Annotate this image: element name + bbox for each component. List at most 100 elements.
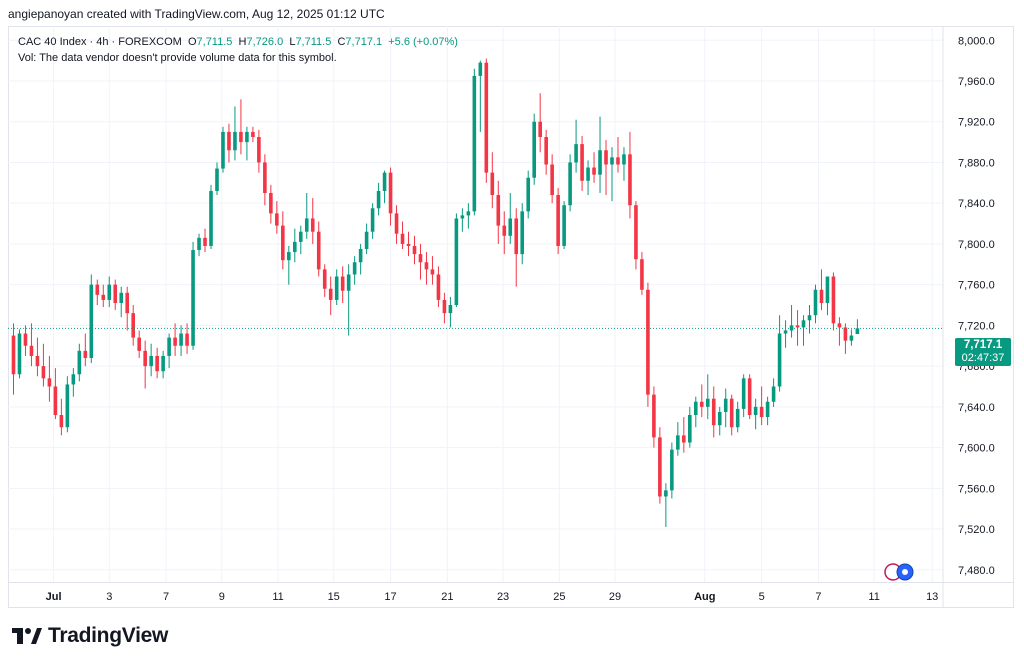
candle-body (47, 378, 52, 387)
brand-logo[interactable]: TradingView (12, 624, 168, 648)
candle-body (586, 167, 590, 181)
high-value: 7,726.0 (246, 36, 284, 48)
x-tick-label: 5 (759, 591, 765, 603)
candle-body (209, 190, 213, 246)
candle-body (239, 131, 243, 143)
grid-lines (8, 26, 943, 582)
candle-body (352, 262, 357, 275)
candle-body (131, 313, 135, 338)
candle-body (155, 355, 159, 372)
candle-body (292, 241, 297, 253)
candle-body (215, 168, 219, 191)
y-tick-label: 7,880.0 (958, 157, 995, 169)
candle-body (849, 335, 854, 341)
candle-body (813, 289, 818, 316)
candle-body (167, 337, 171, 356)
candle-body (592, 167, 596, 175)
candle-body (406, 243, 411, 246)
candle-body (304, 218, 309, 232)
candle-body (173, 337, 177, 346)
candle-body (682, 435, 686, 443)
y-tick-label: 7,920.0 (958, 117, 995, 129)
candle-body (83, 350, 88, 358)
x-tick-label: 25 (553, 591, 565, 603)
chart-legend: CAC 40 Index · 4h · FOREXCOM O7,711.5 H7… (18, 34, 458, 66)
candle-body (143, 350, 147, 367)
candle-body (831, 276, 836, 324)
candle-body (275, 213, 279, 226)
candle-body (227, 131, 231, 151)
candle-body (544, 136, 548, 165)
symbol-label[interactable]: CAC 40 Index · 4h · FOREXCOM (18, 36, 182, 48)
candle-body (640, 259, 644, 290)
candle-body (837, 323, 842, 328)
candle-body (364, 231, 369, 250)
candle-body (113, 284, 118, 303)
candle-body (664, 490, 668, 497)
candle-body (777, 333, 782, 387)
candle-body (538, 121, 542, 137)
candle-body (107, 284, 112, 300)
candle-body (233, 131, 237, 151)
y-tick-label: 7,720.0 (958, 320, 995, 332)
candle-body (454, 218, 459, 306)
candle-body (119, 292, 124, 303)
candle-body (334, 276, 339, 300)
candle-body (783, 330, 788, 334)
y-tick-label: 8,000.0 (958, 35, 995, 47)
candle-body (676, 435, 680, 450)
y-tick-label: 7,840.0 (958, 198, 995, 210)
candle-body (670, 449, 674, 491)
candle-body (807, 315, 812, 321)
last-price-value: 7,717.1 (963, 339, 1003, 351)
candle-body (424, 262, 429, 270)
candle-body (568, 162, 572, 206)
candle-body (574, 144, 578, 163)
candle-body (191, 250, 195, 346)
chart-frame (8, 26, 1014, 608)
candle-body (41, 366, 46, 379)
candle-body (801, 320, 806, 328)
candle-body (269, 193, 273, 214)
candle-body (520, 211, 525, 255)
price-axis[interactable]: 8,000.0 7,960.0 7,920.0 7,880.0 7,840.0 7,800… (942, 26, 995, 608)
candle-body (65, 384, 70, 428)
candle-body (125, 292, 130, 314)
candle-body (35, 355, 40, 367)
open-key: O (187, 36, 197, 48)
candle-body (825, 276, 830, 303)
candle-body (23, 333, 28, 346)
candle-body (604, 150, 608, 165)
candle-body (101, 294, 106, 300)
candle-body (484, 62, 489, 173)
candle-body (652, 394, 656, 438)
candle-body (376, 190, 381, 209)
candle-body (753, 406, 758, 415)
candle-body (203, 237, 207, 246)
x-tick-label: 7 (815, 591, 821, 603)
candle-body (550, 164, 554, 196)
candle-body (95, 284, 100, 295)
candle-body (161, 355, 165, 372)
y-tick-label: 7,600.0 (958, 443, 995, 455)
candle-body (137, 337, 141, 351)
last-price-tag: 7,717.1 02:47:37 (955, 338, 1011, 366)
candle-body (310, 218, 315, 232)
candles (11, 58, 860, 528)
candle-body (634, 205, 638, 260)
candle-body (245, 131, 249, 143)
candlestick-chart[interactable]: 8,000.0 7,960.0 7,920.0 7,880.0 7,840.0 7,800… (8, 26, 1014, 608)
candle-body (71, 374, 76, 385)
chart-credit: angiepanoyan created with TradingView.co… (8, 7, 385, 21)
candle-body (472, 75, 477, 212)
candle-body (514, 218, 519, 255)
y-tick-label: 7,520.0 (958, 524, 995, 536)
data-provider-icon[interactable] (882, 561, 918, 583)
candle-body (328, 288, 333, 300)
time-axis[interactable]: Jul 3 7 9 11 15 17 21 23 25 29 Aug 5 7 11 13 (8, 582, 1014, 604)
low-key: L (289, 36, 296, 48)
candle-body (688, 414, 692, 443)
volume-note: Vol: The data vendor doesn't provide vol… (18, 52, 337, 64)
candle-body (89, 284, 94, 358)
legend-ohlc-row: CAC 40 Index · 4h · FOREXCOM O7,711.5 H7… (18, 34, 458, 50)
